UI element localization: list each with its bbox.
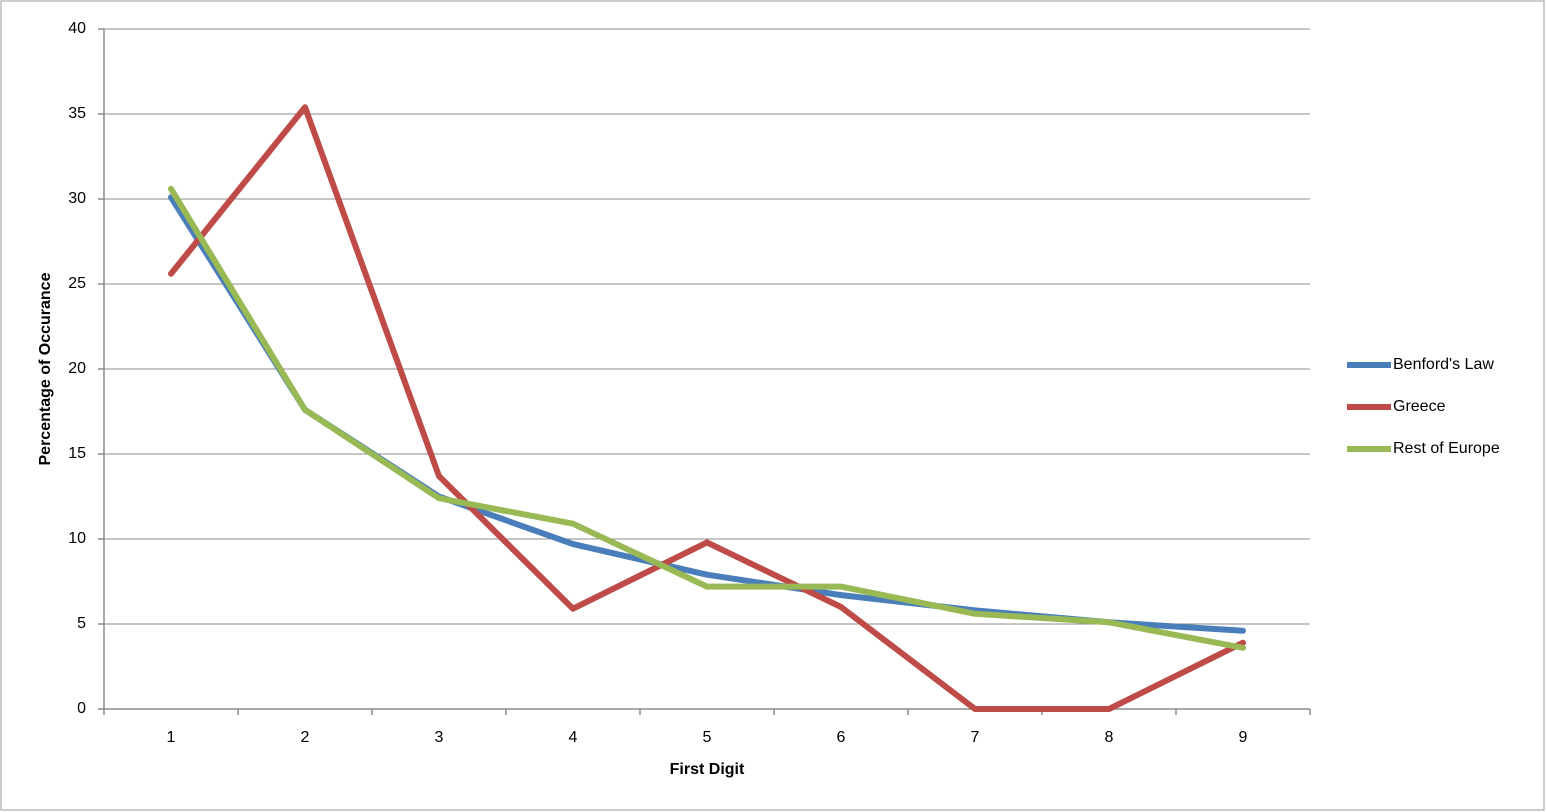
- y-tick-label: 30: [68, 190, 86, 207]
- legend-label: Rest of Europe: [1393, 440, 1500, 457]
- x-tick-label: 6: [837, 729, 846, 746]
- x-tick-label: 8: [1105, 729, 1114, 746]
- x-tick-label: 4: [569, 729, 578, 746]
- y-tick-label: 5: [77, 615, 86, 632]
- y-tick-label: 40: [68, 20, 86, 37]
- y-tick-label: 25: [68, 275, 86, 292]
- y-axis-title: Percentage of Occurance: [37, 272, 54, 465]
- x-tick-label: 5: [703, 729, 712, 746]
- series-line: [168, 185, 1246, 651]
- y-tick-label: 10: [68, 530, 86, 547]
- legend-label: Benford's Law: [1393, 356, 1494, 373]
- legend-label: Greece: [1393, 398, 1446, 415]
- series-line: [168, 104, 1246, 712]
- y-tick-label: 35: [68, 105, 86, 122]
- x-tick-label: 9: [1239, 729, 1248, 746]
- x-tick-label: 3: [435, 729, 444, 746]
- x-axis-title: First Digit: [670, 761, 745, 778]
- y-tick-label: 0: [77, 700, 86, 717]
- x-tick-label: 2: [301, 729, 310, 746]
- x-tick-label: 7: [971, 729, 980, 746]
- y-tick-label: 15: [68, 445, 86, 462]
- y-tick-label: 20: [68, 360, 86, 377]
- x-tick-label: 1: [167, 729, 176, 746]
